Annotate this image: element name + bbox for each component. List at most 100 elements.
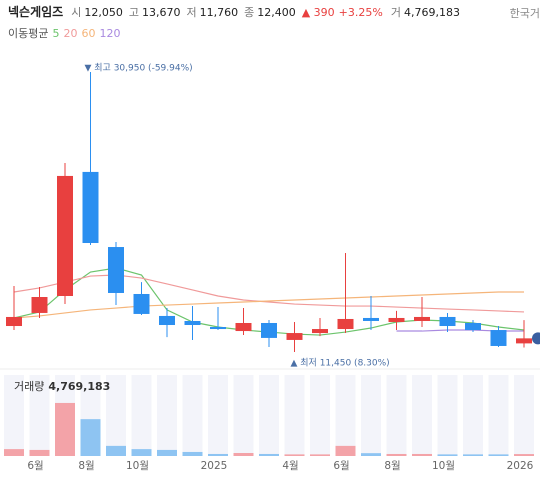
- candle-body: [261, 322, 277, 338]
- volume-slot: [437, 375, 458, 456]
- volume-slot: [463, 375, 483, 456]
- quote-row: 넥슨게임즈 시 12,050 고 13,670 저 11,760 종 12,400 ▲ 390 +3…: [8, 3, 466, 20]
- volume-title-label: 거래량: [14, 380, 44, 393]
- candle-body: [516, 338, 532, 344]
- volume-bar: [80, 419, 101, 456]
- volume-slot: [233, 375, 254, 456]
- x-tick-label: 10월: [126, 460, 149, 472]
- field-value: 11,760: [199, 6, 239, 19]
- candle-body: [414, 316, 430, 321]
- volume-bar: [131, 449, 152, 456]
- volume-slot: [335, 375, 356, 456]
- x-tick-label: 8월: [78, 460, 94, 472]
- field-value: 12,050: [84, 6, 123, 19]
- volume-slot: [157, 375, 177, 456]
- volume-slot: [29, 375, 50, 456]
- volume-bar: [514, 454, 534, 456]
- candle-body: [490, 330, 507, 346]
- max-annotation: ▼ 최고 30,950 (-59.94%): [85, 62, 193, 73]
- ma-line: [13, 274, 525, 313]
- legend-entry: 120: [99, 27, 121, 40]
- volume-slot: [208, 375, 228, 456]
- stock-name: 넥슨게임즈: [8, 5, 64, 19]
- field-value: 12,400: [257, 6, 296, 19]
- volume-slot: [514, 375, 534, 456]
- candle-body: [439, 316, 456, 327]
- volume-slot: [182, 375, 203, 456]
- volume-slot: [488, 375, 509, 456]
- candle-body: [159, 315, 175, 326]
- ma-legend: 5 20 60 120: [48, 27, 120, 40]
- volume-slot: [106, 375, 126, 456]
- volume-title-value: 4,769,183: [48, 380, 110, 393]
- volume-bar: [310, 454, 330, 456]
- candle-body: [6, 316, 22, 327]
- candle-body: [184, 320, 201, 326]
- volume-bar: [233, 453, 254, 456]
- x-tick-label: 6월: [27, 460, 43, 472]
- field-label: 저: [186, 6, 197, 19]
- field-value: 13,670: [141, 6, 181, 19]
- change-pct: +3.25%: [338, 6, 383, 19]
- legend-entry: 5: [52, 27, 60, 40]
- candle-body: [337, 318, 354, 330]
- volume-bar: [386, 453, 407, 456]
- volume-slot: [412, 375, 432, 456]
- x-tick-label: 6월: [333, 460, 349, 472]
- volume-label: 거: [390, 6, 401, 19]
- candle-body: [210, 327, 226, 330]
- x-tick-label: 2026: [507, 460, 534, 472]
- volume-slot: [386, 375, 407, 456]
- candle-body: [82, 171, 99, 244]
- candle-body: [286, 333, 303, 340]
- candle-body: [133, 293, 150, 314]
- quote-fields: 시 12,050 고 13,670 저 11,760 종 12,400: [71, 6, 302, 19]
- min-annotation: ▲ 최저 11,450 (8.30%): [291, 358, 390, 369]
- volume-bar: [157, 449, 177, 456]
- volume-bar: [284, 454, 305, 456]
- ma-line: [13, 291, 524, 319]
- volume-bar: [463, 454, 483, 456]
- field-label: 시: [71, 6, 82, 19]
- x-tick-label: 4월: [282, 460, 298, 472]
- candle-body: [31, 297, 48, 313]
- volume-slot: [284, 375, 305, 456]
- volume-bar: [437, 454, 458, 456]
- x-tick-label: 2025: [201, 460, 228, 472]
- candle-body: [388, 317, 405, 322]
- volume-bar: [488, 454, 509, 456]
- candle-body: [108, 247, 124, 293]
- candle-body: [312, 329, 328, 334]
- exchange: 한국거: [509, 7, 540, 20]
- volume-bar: [335, 445, 356, 456]
- volume-slot: [361, 375, 381, 456]
- ma-title: 이동평균: [8, 27, 49, 40]
- candle-body: [465, 322, 481, 331]
- x-tick-label: 10월: [432, 460, 455, 472]
- change: ▲ 390: [301, 6, 335, 19]
- candle-body: [235, 322, 252, 332]
- volume-value: 4,769,183: [403, 6, 460, 19]
- volume-bar: [182, 451, 203, 456]
- volume-slot: [259, 375, 279, 456]
- ma-legend-row: 이동평균 5 20 60 120: [8, 25, 120, 41]
- volume-slot: [131, 375, 152, 456]
- volume-bar: [55, 402, 75, 456]
- current-price-marker: [532, 332, 540, 345]
- volume-title: 거래량 4,769,183: [14, 380, 110, 393]
- field-label: 종: [244, 6, 255, 19]
- legend-entry: 20: [63, 27, 78, 40]
- volume-bar: [259, 453, 279, 456]
- field-label: 고: [128, 6, 139, 19]
- volume-bar: [208, 453, 228, 456]
- x-tick-label: 8월: [384, 460, 400, 472]
- candle-body: [363, 317, 379, 321]
- volume-slot: [310, 375, 330, 456]
- volume-bar: [361, 453, 381, 456]
- candle-body: [57, 175, 73, 296]
- volume-slot: [4, 375, 24, 456]
- volume-bar: [29, 449, 50, 456]
- volume-bar: [106, 445, 126, 456]
